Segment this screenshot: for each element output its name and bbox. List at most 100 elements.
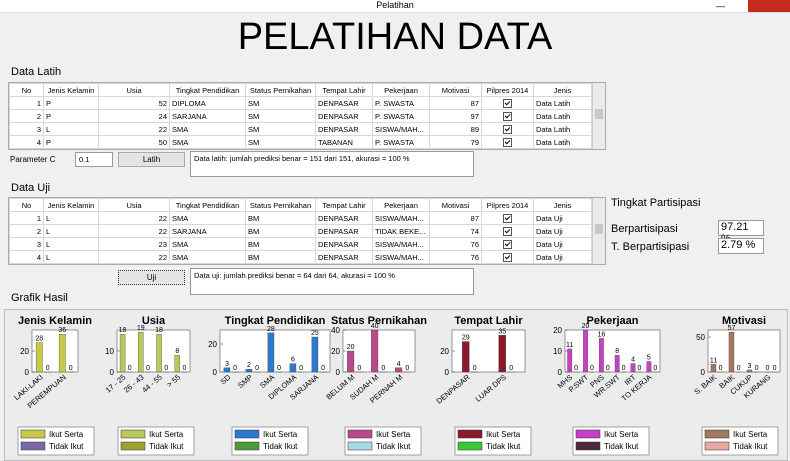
- value-label: 16: [597, 331, 605, 338]
- chart-title: Tempat Lahir: [454, 315, 523, 327]
- y-tick-label: 0: [445, 368, 450, 377]
- legend-swatch: [121, 442, 145, 450]
- value-label: 0: [574, 365, 578, 372]
- y-tick-label: 40: [331, 326, 340, 335]
- y-tick-label: 0: [25, 368, 30, 377]
- value-label: 11: [710, 357, 717, 364]
- value-label: 0: [766, 365, 770, 372]
- legend-swatch: [235, 442, 259, 450]
- chart-title: Motivasi: [722, 315, 766, 327]
- bar: [395, 368, 402, 372]
- bar: [312, 337, 318, 372]
- legend-label: Ikut Serta: [149, 430, 184, 439]
- legend-swatch: [705, 430, 729, 438]
- value-label: 36: [58, 327, 66, 334]
- y-tick-label: 20: [331, 347, 340, 356]
- x-tick-label: 44 - 55: [140, 373, 164, 395]
- value-label: 2: [247, 362, 251, 369]
- y-tick-label: 0: [213, 368, 218, 377]
- x-tick-label: SD: [219, 372, 233, 386]
- bar: [138, 332, 143, 372]
- bar: [747, 370, 752, 372]
- y-tick-label: 10: [105, 347, 114, 356]
- bar: [615, 355, 619, 372]
- value-label: 18: [119, 327, 127, 334]
- bar: [499, 335, 506, 372]
- bar: [157, 334, 162, 372]
- x-tick-label: S. BAIK: [692, 373, 718, 397]
- value-label: 0: [299, 365, 303, 372]
- y-tick-label: 50: [696, 333, 705, 342]
- legend-swatch: [576, 430, 600, 438]
- bar: [268, 333, 274, 372]
- y-tick-label: 20: [20, 347, 29, 356]
- y-tick-label: 0: [336, 368, 341, 377]
- legend-label: Ikut Serta: [376, 430, 411, 439]
- legend-label: Tidak Ikut: [733, 442, 768, 451]
- legend-swatch: [458, 442, 482, 450]
- y-tick-label: 20: [440, 347, 449, 356]
- value-label: 25: [311, 330, 319, 337]
- bar: [729, 332, 734, 372]
- legend-swatch: [21, 442, 45, 450]
- x-tick-label: TO KERJA: [620, 373, 654, 403]
- value-label: 0: [357, 365, 361, 372]
- legend-swatch: [121, 430, 145, 438]
- bar: [711, 364, 716, 372]
- value-label: 0: [233, 365, 237, 372]
- value-label: 3: [225, 361, 229, 368]
- y-tick-label: 20: [208, 340, 217, 349]
- legend-label: Ikut Serta: [486, 430, 521, 439]
- legend-label: Tidak Ikut: [486, 442, 521, 451]
- value-label: 0: [638, 365, 642, 372]
- value-label: 8: [615, 348, 619, 355]
- value-label: 29: [462, 335, 470, 342]
- value-label: 0: [773, 365, 777, 372]
- bar: [631, 364, 635, 372]
- value-label: 18: [155, 327, 163, 334]
- bar: [567, 349, 571, 372]
- legend-swatch: [705, 442, 729, 450]
- value-label: 0: [737, 365, 741, 372]
- chart-title: Usia: [142, 315, 166, 327]
- legend-swatch: [348, 442, 372, 450]
- bar: [462, 342, 469, 372]
- bar: [175, 355, 180, 372]
- y-tick-label: 0: [110, 368, 115, 377]
- legend-swatch: [576, 442, 600, 450]
- value-label: 0: [164, 365, 168, 372]
- legend-label: Ikut Serta: [604, 430, 639, 439]
- bar: [36, 343, 42, 372]
- chart-title: Tingkat Pendidikan: [225, 315, 326, 327]
- legend-label: Tidak Ikut: [604, 442, 639, 451]
- value-label: 4: [397, 361, 401, 368]
- y-tick-label: 10: [553, 347, 562, 356]
- value-label: 28: [35, 336, 43, 343]
- value-label: 0: [590, 365, 594, 372]
- value-label: 4: [631, 357, 635, 364]
- value-label: 0: [622, 365, 626, 372]
- chart-title: Jenis Kelamin: [18, 315, 92, 327]
- bar: [290, 364, 296, 372]
- value-label: 0: [277, 365, 281, 372]
- bar: [583, 330, 587, 372]
- value-label: 5: [647, 355, 651, 362]
- bar: [59, 334, 65, 372]
- value-label: 0: [755, 365, 759, 372]
- legend-swatch: [458, 430, 482, 438]
- legend-label: Ikut Serta: [263, 430, 298, 439]
- value-label: 35: [498, 328, 506, 335]
- value-label: 0: [69, 365, 73, 372]
- legend-swatch: [348, 430, 372, 438]
- legend-label: Ikut Serta: [49, 430, 84, 439]
- bar: [599, 338, 603, 372]
- bar: [246, 369, 252, 372]
- chart-title: Pekerjaan: [587, 315, 639, 327]
- value-label: 6: [291, 357, 295, 364]
- x-tick-label: DENPASAR: [435, 372, 472, 405]
- value-label: 8: [175, 348, 179, 355]
- value-label: 0: [405, 365, 409, 372]
- legend-label: Tidak Ikut: [263, 442, 298, 451]
- plot-area: [565, 330, 660, 372]
